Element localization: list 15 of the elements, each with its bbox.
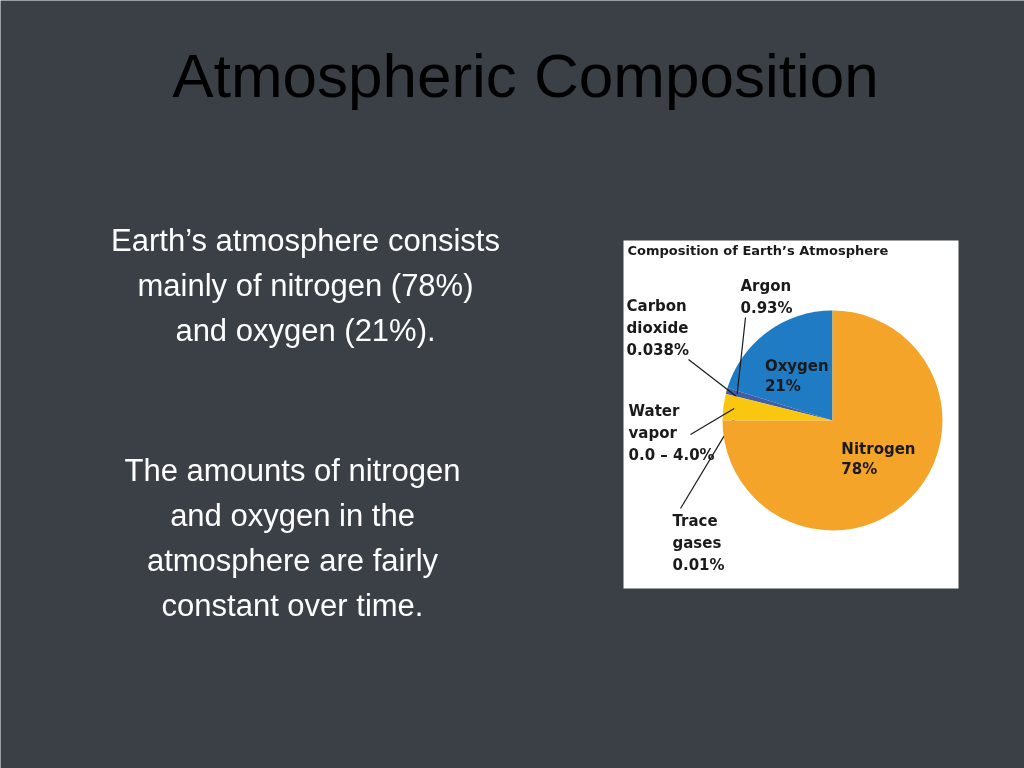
chart-subtitle: Composition of Earth’s Atmosphere (627, 243, 889, 258)
data-label: 0.01% (672, 555, 725, 574)
data-label: 21% (764, 377, 801, 396)
slice-label: Nitrogen (841, 440, 916, 459)
slice-label: Trace gases (672, 511, 722, 552)
slice-label: Water vapor 0.0 – 4.0% (628, 401, 715, 464)
chart-title: Atmospheric Composition (172, 41, 879, 110)
data-label: 0.93% (740, 298, 793, 317)
data-label: 78% (841, 460, 878, 479)
slice-label: Argon (740, 276, 792, 295)
slice-label: Carbon dioxide (626, 296, 689, 337)
text: Earth’s atmosphere consists mainly of nitrogen (78%) and oxygen (21%). (111, 223, 500, 348)
data-label: 0.038% (626, 340, 689, 359)
text: The amounts of nitrogen and oxygen in the atmosphere are fairly constant over time. (124, 453, 461, 623)
slice-label: Oxygen (764, 357, 829, 376)
